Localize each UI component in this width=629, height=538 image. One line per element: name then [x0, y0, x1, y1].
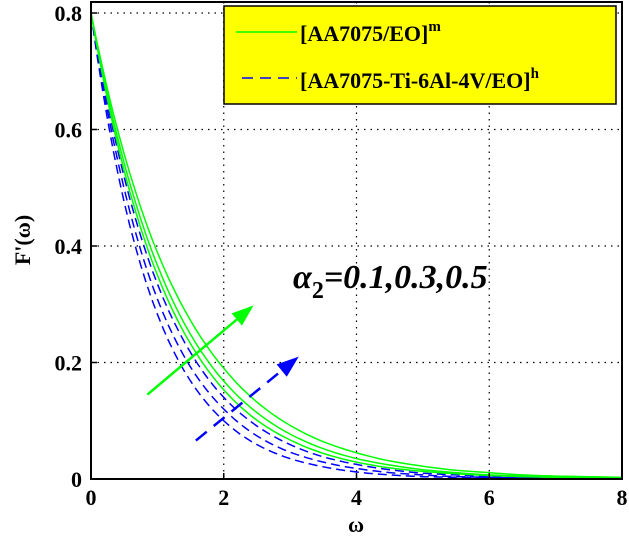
direction-arrows	[146, 305, 299, 442]
x-tick-label: 4	[351, 485, 362, 510]
alpha-annotation: α2=0.1,0.3,0.5	[293, 259, 488, 304]
x-axis-label: ω	[348, 512, 364, 537]
y-tick-label: 0.8	[55, 1, 83, 26]
x-tick-label: 0	[86, 485, 97, 510]
arrow-shaft-mono	[146, 318, 238, 396]
curve-hybrid	[90, 12, 622, 479]
y-tick-labels: 0 0.2 0.4 0.6 0.8	[55, 1, 83, 492]
legend: [AA7075/EO]m [AA7075-Ti-6Al-4V/EO]h	[223, 5, 617, 105]
y-tick-label: 0	[71, 467, 82, 492]
x-tick-label: 8	[617, 485, 628, 510]
legend-label-mono: [AA7075/EO]m	[300, 19, 441, 46]
arrow-shaft-hybrid	[195, 369, 283, 442]
legend-box	[223, 5, 617, 105]
y-axis-label: F'(ω)	[10, 215, 35, 265]
y-tick-label: 0.4	[55, 234, 83, 259]
curve-mono	[90, 12, 622, 479]
arrow-head-mono	[231, 305, 254, 326]
axis-ticks	[90, 12, 623, 480]
y-tick-label: 0.2	[55, 351, 83, 376]
y-tick-label: 0.6	[55, 118, 83, 143]
x-tick-label: 2	[218, 485, 229, 510]
x-tick-label: 6	[484, 485, 495, 510]
x-tick-labels: 0 2 4 6 8	[86, 485, 628, 510]
legend-label-hybrid: [AA7075-Ti-6Al-4V/EO]h	[300, 66, 540, 93]
curve-mono	[90, 12, 623, 479]
arrow-head-hybrid	[276, 356, 299, 377]
